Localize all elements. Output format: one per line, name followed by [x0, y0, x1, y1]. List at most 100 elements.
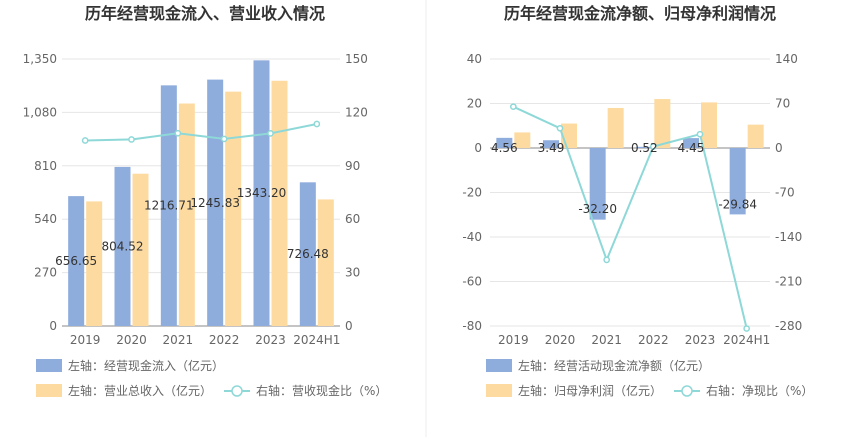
left-axis-tick-label: 540: [34, 212, 57, 226]
bar-primary-2021: [160, 85, 177, 326]
right-axis-tick-label: 60: [345, 212, 360, 226]
bar-primary-2022: [207, 79, 224, 326]
legend-label: 右轴：净现比（%）: [706, 383, 813, 398]
bar-primary-2020: [114, 166, 131, 326]
x-axis-tick-label: 2022: [638, 333, 669, 347]
left-axis-tick-label: -60: [462, 275, 482, 289]
ratio-point-2024H1: [743, 325, 751, 332]
left-axis-tick-label: -40: [462, 230, 482, 244]
bar-primary-2019: [496, 137, 513, 148]
ratio-point-2023: [696, 130, 704, 138]
ratio-line: [85, 122, 318, 142]
bar-primary-2024H1: [299, 182, 316, 326]
left-axis-tick-label: 810: [34, 159, 57, 173]
chart-title: 历年经营现金流净额、归母净利润情况: [504, 4, 776, 23]
bar-secondary-2024H1: [747, 124, 764, 148]
x-axis-tick-label: 2023: [685, 333, 716, 347]
panel-net-cashflow-net-profit: 历年经营现金流净额、归母净利润情况 -80 -60 -40 -20 0 20 40 -280 -2…: [462, 4, 813, 398]
ratio-point-2021: [174, 129, 182, 137]
right-axis-tick-label: -140: [775, 230, 802, 244]
legend-swatch: [486, 384, 512, 397]
legend-label: 左轴：经营现金流入（亿元）: [68, 358, 224, 373]
left-axis-tick-label: 270: [34, 266, 57, 280]
left-axis-tick-label: 0: [474, 141, 482, 155]
legend-swatch: [36, 359, 62, 372]
legend-item[interactable]: 左轴：经营现金流入（亿元）: [36, 358, 224, 373]
legend-item[interactable]: 右轴：营收现金比（%）: [224, 383, 387, 398]
x-axis-tick-label: 2021: [591, 333, 622, 347]
right-axis-tick-label: 30: [345, 266, 360, 280]
legend-label: 左轴：营业总收入（亿元）: [68, 383, 212, 398]
ratio-point-2019: [509, 103, 517, 111]
bar-secondary-2023: [701, 102, 717, 148]
ratio-point-2019: [81, 137, 89, 144]
left-axis-tick-label: 20: [467, 97, 482, 111]
legend-swatch-marker: [231, 385, 243, 397]
bar-secondary-2021: [607, 107, 624, 148]
right-axis-tick-label: 0: [345, 319, 353, 333]
legend-item[interactable]: 右轴：净现比（%）: [674, 383, 813, 398]
bar-secondary-2020: [132, 173, 149, 326]
x-axis-tick-label: 2020: [116, 333, 147, 347]
x-axis-tick-label: 2023: [255, 333, 286, 347]
data-label-2019: 656.65: [55, 254, 97, 268]
x-axis-tick-label: 2022: [209, 333, 240, 347]
x-axis-tick-label: 2020: [545, 333, 576, 347]
legend-label: 左轴：经营活动现金流净额（亿元）: [518, 358, 710, 373]
left-axis-tick-label: -20: [462, 186, 482, 200]
right-axis-tick-label: 140: [775, 52, 798, 66]
legend-item[interactable]: 左轴：营业总收入（亿元）: [36, 383, 212, 398]
right-axis-tick-label: -70: [775, 186, 795, 200]
bar-primary-2024H1: [729, 148, 746, 215]
bar-secondary-2021: [178, 103, 195, 326]
data-label-2023: 1343.20: [237, 186, 287, 200]
right-axis-tick-label: -280: [775, 319, 802, 333]
data-label-2020: 3.49: [538, 141, 565, 155]
chart-title: 历年经营现金流入、营业收入情况: [85, 4, 325, 23]
right-axis-tick-label: -210: [775, 275, 802, 289]
left-axis-tick-label: 1,080: [23, 105, 57, 119]
data-label-2022: 1245.83: [190, 196, 240, 210]
ratio-point-2022: [220, 135, 228, 143]
bar-primary-2019: [68, 196, 85, 326]
x-axis-tick-label: 2024H1: [293, 333, 340, 347]
data-label-2024H1: -29.84: [718, 197, 757, 211]
bar-primary-2023: [683, 138, 699, 148]
ratio-point-2024H1: [313, 120, 321, 128]
legend-swatch: [36, 384, 62, 397]
x-axis-tick-label: 2021: [163, 333, 194, 347]
data-label-2022: 0.52: [631, 141, 658, 155]
ratio-point-2020: [128, 136, 135, 143]
legend-swatch-marker: [681, 385, 693, 397]
bar-secondary-2019: [86, 201, 103, 326]
ratio-point-2023: [267, 130, 274, 137]
bar-secondary-2019: [514, 132, 531, 148]
legend-label: 左轴：归母净利润（亿元）: [518, 383, 662, 398]
bar-primary-2021: [589, 148, 606, 220]
data-label-2019: 4.56: [491, 141, 518, 155]
data-label-2021: 1216.71: [144, 199, 194, 213]
bar-primary-2023: [253, 60, 270, 327]
left-axis-tick-label: 40: [467, 52, 482, 66]
bar-secondary-2024H1: [317, 199, 334, 326]
legend-item[interactable]: 左轴：归母净利润（亿元）: [486, 383, 662, 398]
legend-label: 右轴：营收现金比（%）: [256, 383, 387, 398]
bar-secondary-2022: [654, 99, 671, 148]
legend-item[interactable]: 左轴：经营活动现金流净额（亿元）: [486, 358, 710, 373]
left-axis-tick-label: 1,350: [23, 52, 57, 66]
data-label-2021: -32.20: [578, 202, 617, 216]
right-axis-tick-label: 120: [345, 105, 368, 119]
ratio-point-2022: [649, 143, 657, 150]
x-axis-tick-label: 2024H1: [723, 333, 770, 347]
bar-primary-2020: [543, 140, 559, 148]
x-axis-tick-label: 2019: [498, 333, 529, 347]
data-label-2024H1: 726.48: [287, 247, 329, 261]
left-axis-tick-label: -80: [462, 319, 482, 333]
ratio-point-2020: [556, 124, 564, 132]
data-label-2023: 4.45: [678, 141, 705, 155]
bar-secondary-2022: [225, 91, 242, 326]
bar-primary-2022: [636, 146, 653, 148]
right-axis-tick-label: 70: [775, 97, 790, 111]
